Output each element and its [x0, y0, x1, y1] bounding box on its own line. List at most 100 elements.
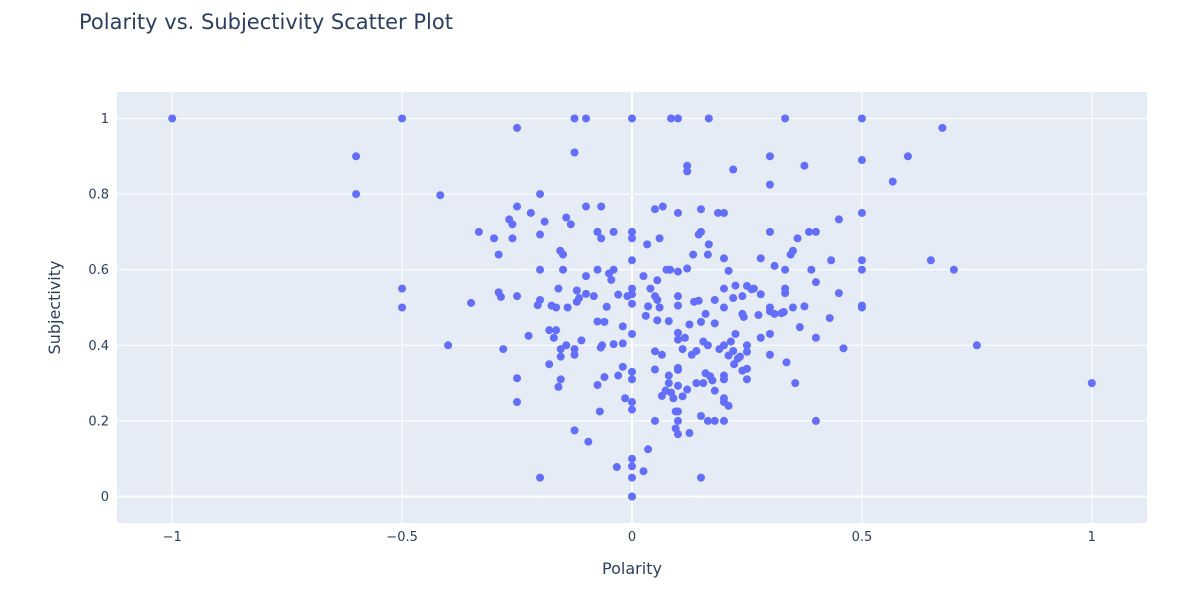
data-point [602, 302, 611, 311]
x-tick-label: 0 [628, 530, 636, 545]
data-point [719, 416, 728, 425]
data-point [600, 317, 609, 326]
data-point [628, 329, 636, 338]
data-point [513, 398, 522, 407]
data-point [628, 462, 636, 471]
data-point [857, 256, 866, 265]
data-point [788, 303, 797, 312]
data-point [857, 114, 866, 123]
data-point [719, 375, 728, 384]
data-point [673, 381, 682, 390]
data-point [600, 373, 609, 382]
data-point [696, 205, 705, 214]
data-point [618, 362, 627, 371]
data-point [609, 227, 618, 236]
data-point [650, 347, 659, 356]
data-point [664, 317, 673, 326]
data-point [526, 208, 535, 217]
data-point [692, 346, 701, 355]
data-point [680, 333, 689, 342]
data-point [657, 391, 666, 400]
data-point [696, 412, 705, 421]
data-point [508, 234, 517, 243]
data-point [552, 326, 561, 335]
data-point [673, 114, 682, 123]
data-point [811, 227, 820, 236]
data-point [628, 114, 636, 123]
data-point [685, 429, 694, 438]
data-point [673, 292, 682, 301]
data-point [926, 256, 935, 265]
data-point [834, 215, 843, 224]
data-point [628, 234, 636, 243]
data-point [666, 265, 675, 274]
chart-title: Polarity vs. Subjectivity Scatter Plot [79, 10, 453, 34]
data-point [742, 375, 751, 384]
data-point [800, 302, 809, 311]
x-tick-label: 1 [1088, 530, 1096, 545]
data-point [742, 364, 751, 373]
data-point [653, 316, 662, 325]
data-point [545, 360, 554, 369]
data-point [827, 256, 836, 265]
data-point [738, 292, 747, 301]
data-point [811, 333, 820, 342]
data-point [726, 337, 735, 346]
data-point [949, 265, 958, 274]
data-point [839, 344, 848, 353]
data-point [667, 114, 676, 123]
data-point [628, 367, 636, 376]
data-point [825, 314, 834, 323]
data-point [562, 213, 571, 222]
data-point [683, 167, 692, 176]
data-point [614, 371, 623, 380]
data-point [490, 234, 499, 243]
data-point [536, 473, 545, 482]
data-point [756, 290, 765, 299]
data-point [795, 323, 804, 332]
data-point [805, 227, 814, 236]
data-point [972, 341, 981, 350]
data-point [628, 405, 636, 414]
data-point [474, 227, 483, 236]
x-axis-title: Polarity [602, 559, 662, 578]
x-tick-label: −1 [163, 530, 182, 545]
data-point [710, 416, 719, 425]
data-point [646, 284, 655, 293]
data-point [628, 290, 636, 299]
data-point [793, 234, 802, 243]
data-point [513, 374, 522, 383]
data-point [673, 328, 682, 337]
data-point [770, 261, 779, 270]
data-point [444, 341, 453, 350]
data-point [533, 301, 542, 310]
data-point [582, 289, 591, 298]
data-point [678, 345, 687, 354]
data-point [556, 345, 565, 354]
data-point [655, 234, 664, 243]
data-point [655, 303, 664, 312]
data-point [724, 401, 733, 410]
data-point [903, 152, 912, 161]
data-point [618, 339, 627, 348]
data-point [570, 350, 579, 359]
data-point [566, 220, 575, 229]
data-point [834, 289, 843, 298]
data-point [754, 311, 763, 320]
data-point [685, 320, 694, 329]
data-point [719, 208, 728, 217]
data-point [786, 250, 795, 259]
data-point [618, 322, 627, 331]
data-point [508, 220, 517, 229]
data-point [703, 341, 712, 350]
data-point [857, 156, 866, 165]
data-point [673, 365, 682, 374]
data-point [756, 254, 765, 263]
y-tick-label: 1 [101, 112, 109, 127]
data-point [513, 123, 522, 132]
data-point [570, 345, 579, 354]
data-point [731, 281, 740, 290]
data-point [593, 381, 602, 390]
data-point [708, 376, 717, 385]
